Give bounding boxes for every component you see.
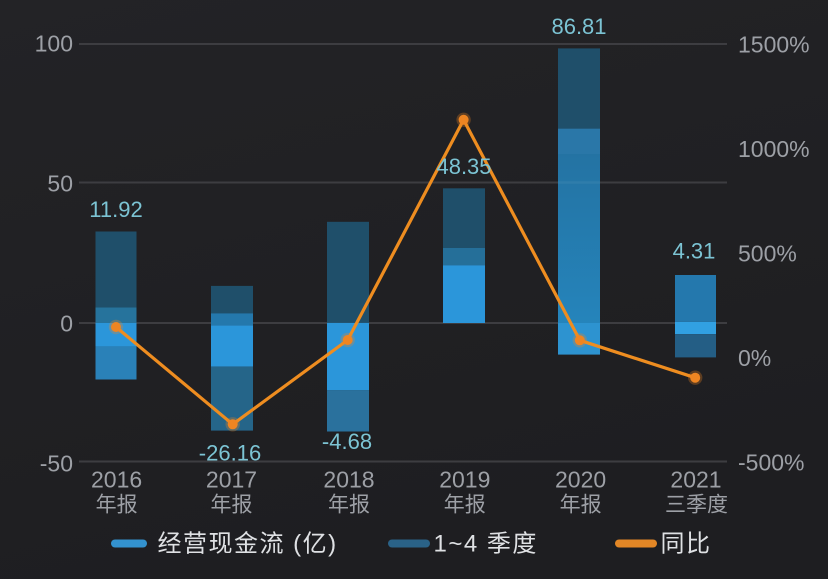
svg-text:50: 50 bbox=[47, 170, 73, 196]
svg-text:2019: 2019 bbox=[439, 467, 490, 493]
svg-text:0: 0 bbox=[60, 310, 73, 336]
svg-text:86.81: 86.81 bbox=[551, 14, 606, 39]
svg-text:年报: 年报 bbox=[96, 494, 138, 517]
svg-text:1500%: 1500% bbox=[738, 31, 810, 57]
svg-text:1~4 季度: 1~4 季度 bbox=[434, 531, 538, 558]
svg-text:年报: 年报 bbox=[560, 494, 602, 517]
svg-text:年报: 年报 bbox=[328, 494, 370, 517]
svg-text:48.35: 48.35 bbox=[436, 154, 491, 179]
svg-text:2020: 2020 bbox=[555, 467, 606, 493]
svg-text:100: 100 bbox=[35, 30, 73, 56]
svg-text:2017: 2017 bbox=[206, 467, 257, 493]
svg-text:年报: 年报 bbox=[444, 494, 486, 517]
svg-text:-500%: -500% bbox=[738, 449, 804, 475]
svg-text:同比: 同比 bbox=[661, 531, 712, 558]
svg-text:年报: 年报 bbox=[211, 494, 253, 517]
svg-text:2021: 2021 bbox=[670, 467, 721, 493]
svg-text:2016: 2016 bbox=[91, 467, 142, 493]
svg-text:2018: 2018 bbox=[323, 467, 374, 493]
svg-text:11.92: 11.92 bbox=[89, 197, 142, 222]
svg-text:三季度: 三季度 bbox=[665, 494, 728, 517]
svg-text:4.31: 4.31 bbox=[673, 238, 716, 263]
svg-text:经营现金流 (亿): 经营现金流 (亿) bbox=[158, 531, 338, 558]
svg-text:1000%: 1000% bbox=[738, 136, 810, 162]
svg-text:500%: 500% bbox=[738, 240, 797, 266]
svg-text:-50: -50 bbox=[40, 450, 73, 476]
svg-text:-26.16: -26.16 bbox=[199, 441, 261, 466]
svg-text:0%: 0% bbox=[738, 345, 771, 371]
svg-text:-4.68: -4.68 bbox=[322, 429, 372, 454]
